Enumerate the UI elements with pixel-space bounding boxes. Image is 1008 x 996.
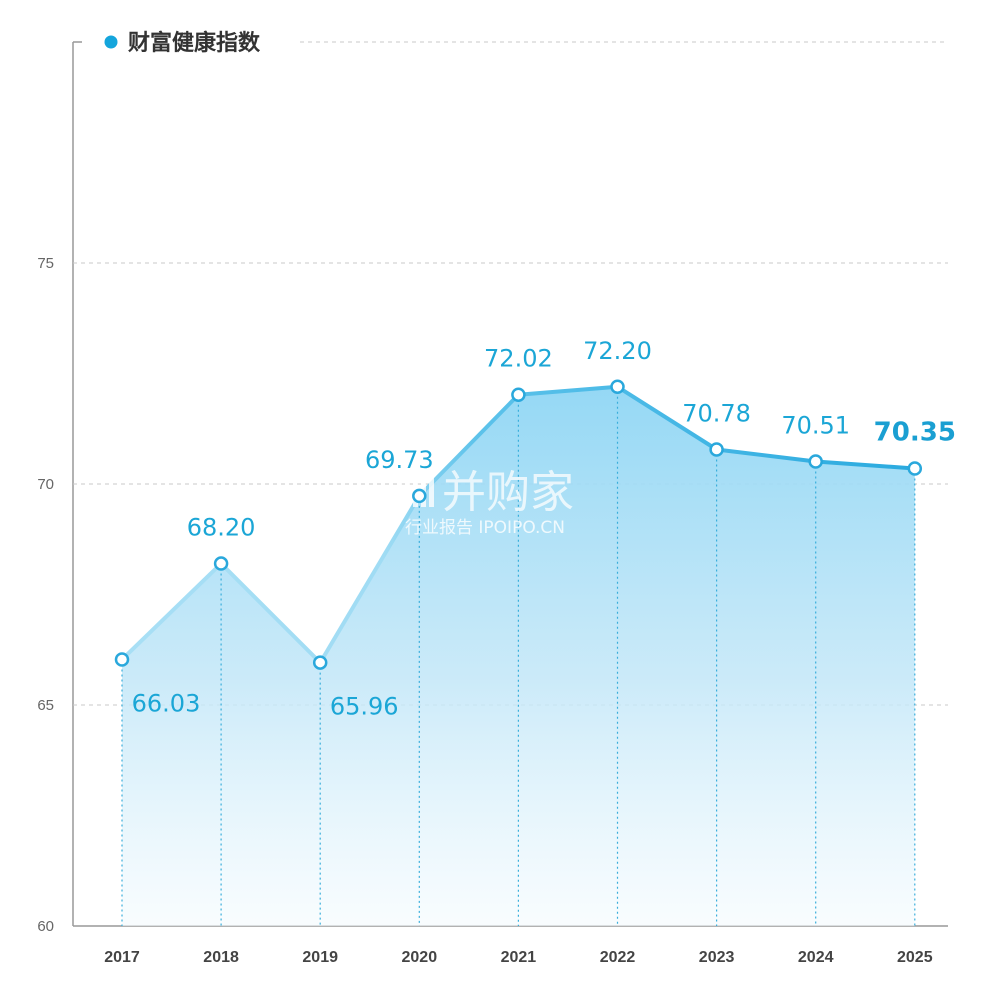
watermark-subtext: 行业报告 IPOIPO.CN	[405, 518, 565, 538]
data-point	[709, 442, 724, 457]
y-tick-label: 60	[37, 918, 54, 935]
data-point	[114, 652, 130, 667]
x-tick-label: 2017	[104, 949, 140, 966]
drop-lines	[121, 386, 916, 926]
watermark: 并购家 行业报告 IPOIPO.CN	[397, 464, 574, 538]
value-label: 68.20	[187, 514, 256, 542]
y-tick-label: 65	[37, 697, 54, 714]
data-point	[213, 556, 229, 571]
x-tick-label: 2018	[203, 949, 239, 966]
x-tick-label: 2019	[302, 949, 338, 966]
y-tick-label: 75	[37, 255, 54, 272]
x-tick-labels: 2017 2018 2019 2020 2021 2022 2023 2024 2025	[104, 949, 932, 966]
data-point	[907, 461, 923, 476]
chart-title: 财富健康指数	[128, 30, 261, 56]
value-label: 70.78	[682, 400, 751, 428]
data-points	[114, 379, 923, 670]
value-label: 72.02	[484, 345, 553, 373]
x-tick-label: 2023	[699, 949, 735, 966]
data-point	[808, 454, 823, 469]
x-tick-label: 2025	[897, 949, 933, 966]
value-label: 69.73	[365, 446, 434, 474]
value-label: 65.96	[330, 693, 399, 721]
x-tick-label: 2024	[798, 949, 834, 966]
value-labels: 66.03 68.20 65.96 69.73 72.02 72.20 70.78 70.51…	[132, 337, 956, 721]
value-label: 66.03	[132, 689, 201, 717]
value-label: 70.35	[874, 418, 956, 448]
value-label: 70.51	[781, 411, 850, 439]
x-tick-label: 2020	[402, 949, 438, 966]
y-tick-label: 70	[37, 476, 54, 493]
watermark-text: 并购家	[442, 467, 574, 518]
y-tick-labels: 60 65 70 75	[37, 255, 54, 935]
data-point	[312, 655, 328, 670]
x-tick-label: 2022	[600, 949, 636, 966]
x-tick-label: 2021	[501, 949, 537, 966]
title-bg	[96, 26, 296, 60]
data-point	[511, 387, 526, 402]
value-label: 72.20	[583, 337, 652, 365]
title-bullet-icon	[104, 35, 118, 49]
data-point	[610, 379, 625, 395]
data-point	[412, 488, 427, 504]
